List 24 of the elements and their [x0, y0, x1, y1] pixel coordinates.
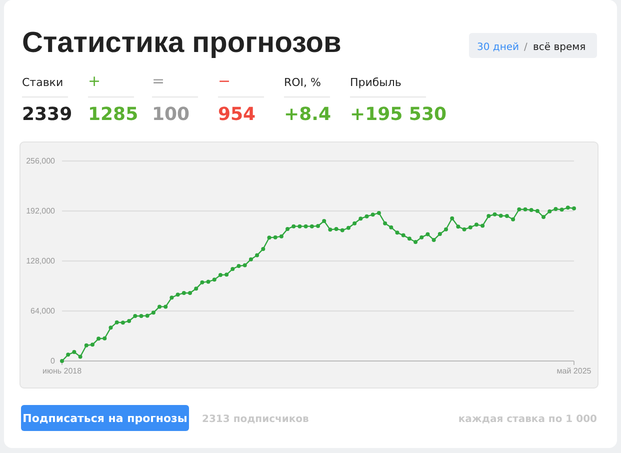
x-tick-label: май 2025 — [556, 366, 592, 376]
x-tick-label: июнь 2018 — [42, 366, 82, 376]
text: всё время — [533, 42, 586, 53]
text: Ставки — [22, 76, 64, 89]
text: / — [524, 42, 528, 53]
text: 30 дней — [477, 42, 520, 53]
text: +8.4 — [284, 104, 331, 125]
text: − — [218, 72, 231, 90]
y-tick-label: 256,000 — [26, 156, 56, 166]
text: 954 — [218, 104, 256, 125]
y-tick-label: 0 — [50, 356, 56, 366]
text: 1285 — [88, 104, 138, 125]
text: = — [152, 72, 165, 90]
text: + — [88, 72, 101, 90]
text: 2339 — [22, 104, 72, 125]
text: ROI, % — [284, 76, 321, 89]
text: 100 — [152, 104, 190, 125]
y-tick-label: 192,000 — [26, 206, 56, 216]
y-tick-label: 128,000 — [26, 256, 56, 266]
text: Подписаться на прогнозы — [22, 412, 188, 425]
y-tick-label: 64,000 — [30, 306, 56, 316]
chart-title: Статистика прогнозов — [22, 27, 342, 59]
text: Прибыль — [350, 76, 402, 89]
text: +195 530 — [350, 104, 446, 125]
